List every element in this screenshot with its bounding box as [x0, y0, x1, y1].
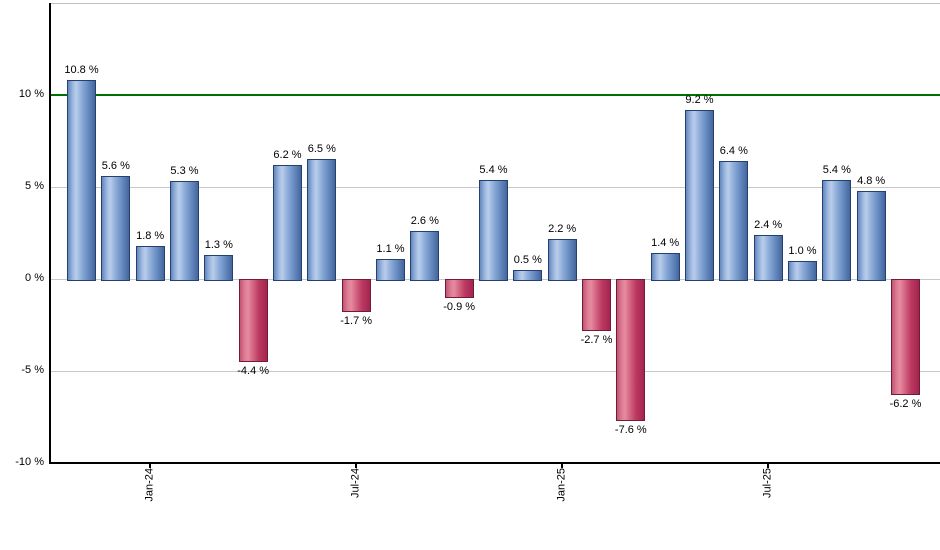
- bar-value-label: 5.4 %: [479, 163, 508, 176]
- bar: [307, 159, 337, 281]
- x-axis-tick-label: Jan-24: [144, 468, 157, 502]
- x-axis-tick-label-text: Jul-24: [349, 468, 362, 498]
- bar-value-label: 5.6 %: [101, 159, 130, 172]
- bar-value-label: -0.9 %: [443, 300, 476, 313]
- bar: [616, 279, 646, 421]
- bar: [787, 260, 817, 281]
- bar: [478, 179, 508, 281]
- bar-value-label: 10.8 %: [64, 64, 99, 77]
- bar: [856, 190, 886, 281]
- y-axis-tick-label: -5 %: [21, 364, 44, 376]
- bar: [444, 279, 474, 298]
- bar: [169, 181, 199, 281]
- plot-top-border: [50, 3, 940, 4]
- x-axis-tick-label: Jul-24: [350, 468, 363, 498]
- bar: [341, 279, 371, 313]
- bar: [204, 255, 234, 281]
- bar-value-label: 2.2 %: [548, 222, 577, 235]
- y-axis-tick-label: 0 %: [25, 272, 44, 284]
- bar: [238, 279, 268, 362]
- y-axis-tick-label: 5 %: [25, 180, 44, 192]
- bar-value-label: 1.4 %: [651, 237, 680, 250]
- bar-value-label: 6.2 %: [273, 148, 302, 161]
- x-axis-tick-label: Jan-25: [556, 468, 569, 502]
- bar-value-label: 4.8 %: [857, 174, 886, 187]
- x-axis-tick: [767, 463, 770, 468]
- x-axis-line: [49, 462, 940, 464]
- y-axis-line: [49, 3, 51, 464]
- bar-value-label: -6.2 %: [889, 398, 922, 411]
- bar: [650, 253, 680, 281]
- bar: [272, 164, 302, 281]
- bar: [101, 175, 131, 281]
- reference-line-10pct: [51, 94, 940, 96]
- bar: [135, 245, 165, 281]
- bar: [753, 234, 783, 281]
- x-axis-tick: [149, 463, 152, 468]
- bar-value-label: 5.3 %: [170, 165, 199, 178]
- x-axis-tick-label-text: Jan-24: [143, 468, 156, 502]
- bar-value-label: 1.8 %: [136, 229, 165, 242]
- bar-value-label: -2.7 %: [580, 333, 613, 346]
- bar-value-label: -4.4 %: [237, 364, 270, 377]
- bar-value-label: 0.5 %: [513, 253, 542, 266]
- bar-value-label: 1.0 %: [788, 244, 817, 257]
- bar-value-label: 2.4 %: [754, 218, 783, 231]
- x-axis-tick-label-text: Jan-25: [555, 468, 568, 502]
- bar-value-label: 5.4 %: [822, 163, 851, 176]
- bar-value-label: 9.2 %: [685, 93, 714, 106]
- bar-value-label: -1.7 %: [340, 315, 373, 328]
- bar-value-label: 6.4 %: [719, 145, 748, 158]
- bar-value-label: 1.1 %: [376, 242, 405, 255]
- bar-value-label: 6.5 %: [307, 143, 336, 156]
- bar: [67, 80, 96, 281]
- bar: [581, 279, 611, 331]
- bar: [822, 179, 852, 281]
- y-axis-tick-label: 10 %: [18, 88, 44, 100]
- bar-value-label: 2.6 %: [410, 215, 439, 228]
- bar: [719, 161, 749, 281]
- gridline: [51, 370, 940, 372]
- bar: [375, 258, 405, 281]
- bar-value-label: -7.6 %: [614, 423, 647, 436]
- x-axis-tick: [355, 463, 358, 468]
- bar: [410, 231, 440, 281]
- y-axis-tick-label: -10 %: [15, 456, 44, 468]
- bar-value-label: 1.3 %: [204, 239, 233, 252]
- x-axis-tick-label: Jul-25: [762, 468, 775, 498]
- bar: [684, 109, 714, 281]
- bar: [513, 269, 543, 281]
- x-axis-tick-label-text: Jul-25: [761, 468, 774, 498]
- bar: [890, 279, 920, 396]
- x-axis-tick: [561, 463, 564, 468]
- bar: [547, 238, 577, 281]
